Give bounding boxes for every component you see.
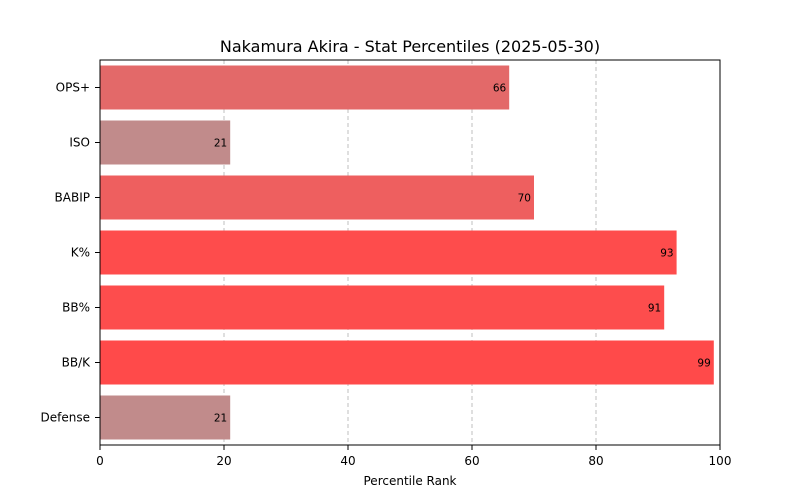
y-tick-label: Defense — [41, 411, 90, 425]
y-tick-label: BABIP — [55, 191, 90, 205]
bar — [100, 120, 231, 165]
x-tick-label: 80 — [588, 454, 603, 468]
x-tick-label: 40 — [340, 454, 355, 468]
y-tick-label: BB/K — [62, 356, 92, 370]
x-tick-label: 0 — [96, 454, 104, 468]
x-tick-label: 100 — [709, 454, 732, 468]
bar — [100, 285, 665, 330]
y-tick-label: OPS+ — [56, 81, 90, 95]
bar — [100, 340, 714, 385]
bar-value-label: 93 — [660, 248, 673, 260]
bar — [100, 395, 231, 440]
chart-title: Nakamura Akira - Stat Percentiles (2025-… — [220, 37, 600, 56]
y-tick-label: BB% — [62, 301, 90, 315]
bar-value-label: 21 — [214, 413, 227, 425]
bar — [100, 230, 677, 275]
bar — [100, 65, 510, 110]
data-labels: 66 21 70 93 91 99 21 — [214, 83, 711, 425]
y-tick-label: ISO — [69, 136, 90, 150]
bar-value-label: 70 — [518, 193, 531, 205]
y-axis: OPS+ ISO BABIP K% BB% BB/K Defense — [41, 81, 100, 425]
y-tick-label: K% — [71, 246, 90, 260]
x-tick-label: 20 — [216, 454, 231, 468]
bar-value-label: 66 — [493, 83, 507, 95]
x-axis-label: Percentile Rank — [364, 474, 457, 488]
bar-value-label: 99 — [697, 358, 710, 370]
bars — [100, 65, 714, 440]
bar-value-label: 91 — [648, 303, 661, 315]
x-axis: 0 20 40 60 80 100 — [96, 445, 731, 468]
bar — [100, 175, 534, 220]
x-tick-label: 60 — [464, 454, 479, 468]
bar-value-label: 21 — [214, 138, 227, 150]
